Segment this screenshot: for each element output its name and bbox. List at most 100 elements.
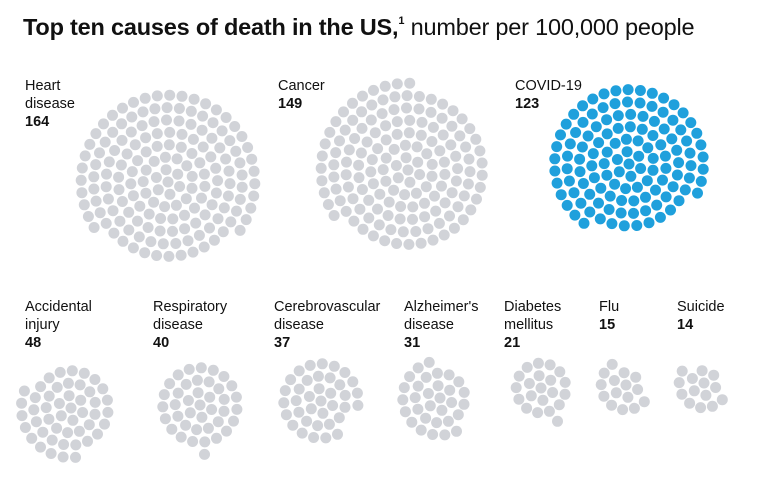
dot-heart-disease (101, 168, 112, 180)
category-label-cerebrovascular-disease: Cerebrovascular disease (274, 299, 381, 333)
dot-heart-disease (193, 229, 205, 241)
title-main: Top ten causes of death in the US, (23, 14, 399, 40)
dot-respiratory-disease (164, 378, 176, 390)
dot-heart-disease (142, 222, 154, 233)
cluster-cerebrovascular-disease (278, 358, 364, 444)
dot-cancer (427, 121, 439, 133)
dot-heart-disease (123, 206, 135, 218)
dot-covid-19 (575, 197, 587, 209)
dot-heart-disease (160, 164, 172, 176)
dot-cancer (367, 230, 379, 242)
dot-cancer (340, 169, 352, 181)
dot-respiratory-disease (158, 389, 170, 401)
dot-flu (606, 399, 618, 411)
dot-covid-19 (677, 107, 689, 119)
dot-heart-disease (173, 103, 185, 114)
dot-heart-disease (182, 235, 194, 247)
dot-cancer (388, 184, 400, 196)
dot-cancer (419, 211, 431, 223)
dot-heart-disease (199, 180, 211, 192)
dot-covid-19 (615, 207, 627, 219)
dot-respiratory-disease (206, 404, 218, 415)
dot-respiratory-disease (172, 387, 184, 399)
dot-accidental-injury (28, 404, 40, 416)
dot-cerebrovascular-disease (347, 376, 359, 388)
dot-heart-disease (245, 202, 257, 214)
dot-cancer (416, 116, 428, 128)
dot-covid-19 (632, 135, 644, 147)
category-label-respiratory-disease: Respiratory disease (153, 299, 228, 333)
cluster-alzheimer-s-disease (397, 356, 470, 441)
dot-heart-disease (173, 115, 185, 127)
dot-accidental-injury (83, 419, 95, 431)
dot-heart-disease (116, 118, 128, 130)
dot-heart-disease (137, 106, 149, 118)
dot-cancer (407, 213, 418, 225)
dot-cerebrovascular-disease (324, 372, 336, 384)
dot-accidental-injury (43, 390, 55, 402)
dot-cerebrovascular-disease (328, 360, 340, 372)
dot-accidental-injury (54, 366, 66, 378)
dot-cancer (430, 205, 442, 217)
dot-heart-disease (167, 225, 178, 237)
dot-cancer (403, 127, 415, 139)
dot-cancer (389, 91, 401, 103)
dot-cancer (404, 114, 416, 126)
dot-cerebrovascular-disease (279, 385, 291, 397)
dot-cancer (391, 78, 403, 90)
dot-heart-disease (149, 103, 161, 115)
dot-cancer (324, 126, 336, 138)
dot-heart-disease (151, 128, 163, 140)
dot-covid-19 (628, 207, 639, 219)
dot-suicide (716, 394, 728, 406)
dot-heart-disease (171, 153, 183, 165)
dot-covid-19 (618, 220, 630, 232)
category-label-cancer: Cancer (278, 78, 325, 94)
dot-cancer (341, 156, 352, 168)
dot-cancer (438, 156, 450, 168)
dot-alzheimer-s-disease (431, 367, 443, 379)
value-label-alzheimer-s-disease: 31 (404, 335, 421, 351)
dot-cancer (319, 138, 331, 150)
dot-respiratory-disease (218, 393, 230, 405)
dot-cancer (425, 93, 437, 105)
dot-heart-disease (198, 241, 210, 253)
dot-covid-19 (555, 189, 567, 201)
dot-covid-19 (647, 164, 659, 176)
dot-alzheimer-s-disease (423, 356, 435, 368)
dot-cancer (354, 203, 366, 215)
dot-heart-disease (107, 126, 119, 138)
dot-covid-19 (666, 133, 678, 145)
dot-diabetes-mellitus (544, 359, 556, 371)
dot-cerebrovascular-disease (351, 387, 363, 399)
dot-accidental-injury (92, 428, 103, 440)
chart-title: Top ten causes of death in the US,1 numb… (23, 14, 695, 41)
dot-heart-disease (234, 193, 246, 205)
dot-respiratory-disease (194, 399, 206, 411)
dot-heart-disease (108, 227, 120, 239)
dot-flu (630, 371, 642, 383)
dot-covid-19 (671, 144, 683, 156)
dot-heart-disease (126, 111, 138, 123)
dot-heart-disease (163, 139, 175, 151)
dot-accidental-injury (45, 448, 57, 459)
dot-alzheimer-s-disease (432, 380, 444, 392)
dot-heart-disease (196, 192, 207, 204)
dot-heart-disease (151, 250, 163, 261)
dot-alzheimer-s-disease (431, 417, 443, 429)
dot-cerebrovascular-disease (301, 415, 313, 427)
dot-cerebrovascular-disease (293, 365, 305, 377)
dot-cancer (415, 237, 427, 249)
dot-flu (610, 387, 622, 399)
dot-heart-disease (220, 112, 232, 123)
dot-diabetes-mellitus (543, 405, 555, 417)
dot-cancer (458, 190, 470, 202)
dot-cancer (474, 145, 486, 157)
dot-heart-disease (222, 190, 234, 202)
dot-suicide (695, 402, 707, 414)
dot-covid-19 (577, 178, 589, 189)
dot-flu (618, 367, 630, 379)
dot-alzheimer-s-disease (420, 412, 432, 424)
dot-heart-disease (212, 213, 224, 225)
